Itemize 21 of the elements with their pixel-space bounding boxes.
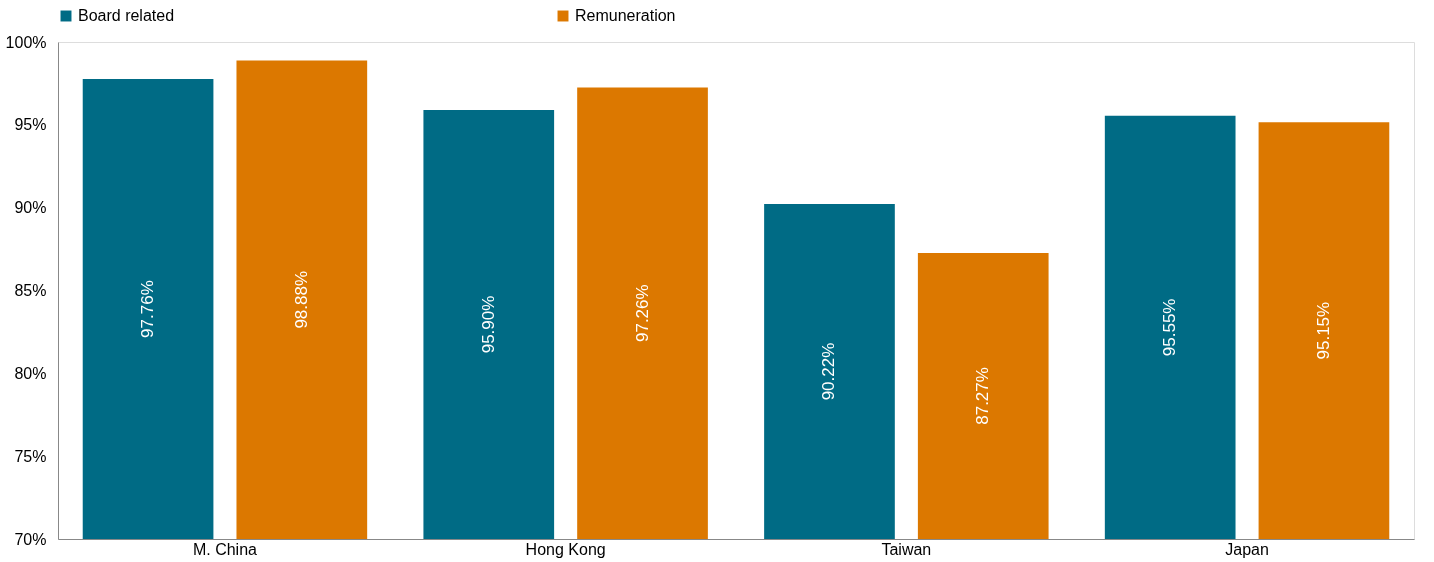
- data-label: 90.22%: [819, 342, 839, 401]
- y-tick-label: 90%: [14, 199, 47, 217]
- data-label: 87.27%: [973, 367, 993, 425]
- x-tick-label: Taiwan: [881, 540, 932, 558]
- data-label: 95.15%: [1313, 301, 1333, 360]
- y-tick-label: 100%: [5, 33, 47, 51]
- data-label: 98.88%: [291, 270, 311, 329]
- x-tick-label: M. China: [192, 540, 258, 558]
- y-tick-label: 75%: [14, 447, 47, 465]
- x-tick-label: Hong Kong: [525, 540, 606, 558]
- x-tick-label: Japan: [1225, 540, 1269, 558]
- y-tick-label: 85%: [14, 282, 47, 299]
- y-tick-label: 70%: [14, 530, 47, 548]
- y-tick-label: 80%: [14, 364, 47, 382]
- data-label: 95.90%: [478, 295, 498, 354]
- data-label: 95.55%: [1160, 298, 1180, 357]
- y-tick-label: 95%: [14, 116, 47, 134]
- legend-label: Board related: [78, 7, 175, 24]
- legend-label: Remuneration: [575, 7, 676, 24]
- data-label: 97.26%: [632, 284, 652, 343]
- data-label: 97.76%: [138, 280, 158, 338]
